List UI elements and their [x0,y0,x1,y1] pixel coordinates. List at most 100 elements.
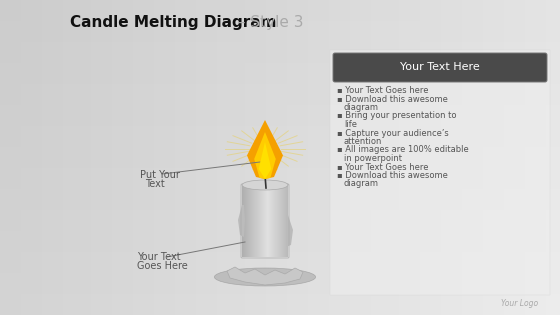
Bar [175,0,182,315]
Bar [49,0,56,315]
Text: Goes Here: Goes Here [137,261,188,271]
Bar [259,0,266,315]
Bar [246,185,247,257]
Bar [315,0,322,315]
Bar [434,0,441,315]
Bar [0,179,560,189]
Bar [357,0,364,315]
Bar [350,0,357,315]
Bar [251,185,252,257]
Bar [262,185,263,257]
Text: ▪ Your Text Goes here: ▪ Your Text Goes here [337,163,428,171]
Bar [258,185,259,257]
Bar [0,53,560,63]
Bar [249,185,250,257]
Bar [56,0,63,315]
Bar [264,185,265,257]
Bar [0,116,560,126]
Bar [287,185,288,257]
Text: Your Text: Your Text [137,252,181,262]
Bar [0,10,560,21]
Ellipse shape [214,268,316,286]
Text: diagram: diagram [344,103,379,112]
Bar [265,185,266,257]
Bar [385,0,392,315]
Bar [0,136,560,147]
Text: diagram: diagram [344,180,379,188]
Bar [248,185,249,257]
Bar [441,0,448,315]
Bar [273,185,274,257]
Bar [28,0,35,315]
Bar [294,0,301,315]
Bar [154,0,161,315]
Bar [252,0,259,315]
Bar [0,294,560,305]
Bar [378,0,385,315]
Text: attention: attention [344,137,382,146]
Bar [263,185,264,257]
Bar [0,0,560,10]
Bar [147,0,154,315]
Bar [0,220,560,231]
Bar [301,0,308,315]
Bar [91,0,98,315]
Bar [273,0,280,315]
Bar [462,0,469,315]
Bar [266,185,267,257]
Text: ▪ Your Text Goes here: ▪ Your Text Goes here [337,86,428,95]
Bar [406,0,413,315]
Bar [284,185,285,257]
Bar [0,305,560,315]
Text: ▪ Download this awesome: ▪ Download this awesome [337,171,448,180]
Bar [247,185,248,257]
Bar [399,0,406,315]
Bar [126,0,133,315]
Bar [371,0,378,315]
Bar [343,0,350,315]
Bar [329,0,336,315]
Bar [119,0,126,315]
Bar [14,0,21,315]
Polygon shape [227,267,303,285]
Bar [260,185,261,257]
Bar [268,185,269,257]
Bar [0,42,560,53]
Bar [0,0,7,315]
Bar [266,0,273,315]
Bar [63,0,70,315]
Text: Text: Text [145,179,165,189]
Bar [270,185,271,257]
Bar [330,50,550,295]
Bar [278,185,279,257]
Bar [287,0,294,315]
Bar [490,0,497,315]
Bar [0,126,560,136]
Bar [448,0,455,315]
Bar [0,252,560,262]
Bar [271,185,272,257]
Bar [269,185,270,257]
Bar [272,185,273,257]
Text: Candle Melting Diagram: Candle Melting Diagram [70,15,277,30]
Bar [21,0,28,315]
Bar [532,0,539,315]
Bar [105,0,112,315]
Bar [140,0,147,315]
Bar [259,185,260,257]
Bar [308,0,315,315]
Text: ▪ Capture your audience’s: ▪ Capture your audience’s [337,129,449,138]
Bar [413,0,420,315]
Bar [0,210,560,220]
Bar [77,0,84,315]
Bar [282,185,283,257]
Bar [98,0,105,315]
Bar [469,0,476,315]
Bar [238,0,245,315]
Text: in powerpoint: in powerpoint [344,154,402,163]
Bar [525,0,532,315]
Bar [483,0,490,315]
Bar [455,0,462,315]
Bar [518,0,525,315]
Bar [0,21,560,32]
